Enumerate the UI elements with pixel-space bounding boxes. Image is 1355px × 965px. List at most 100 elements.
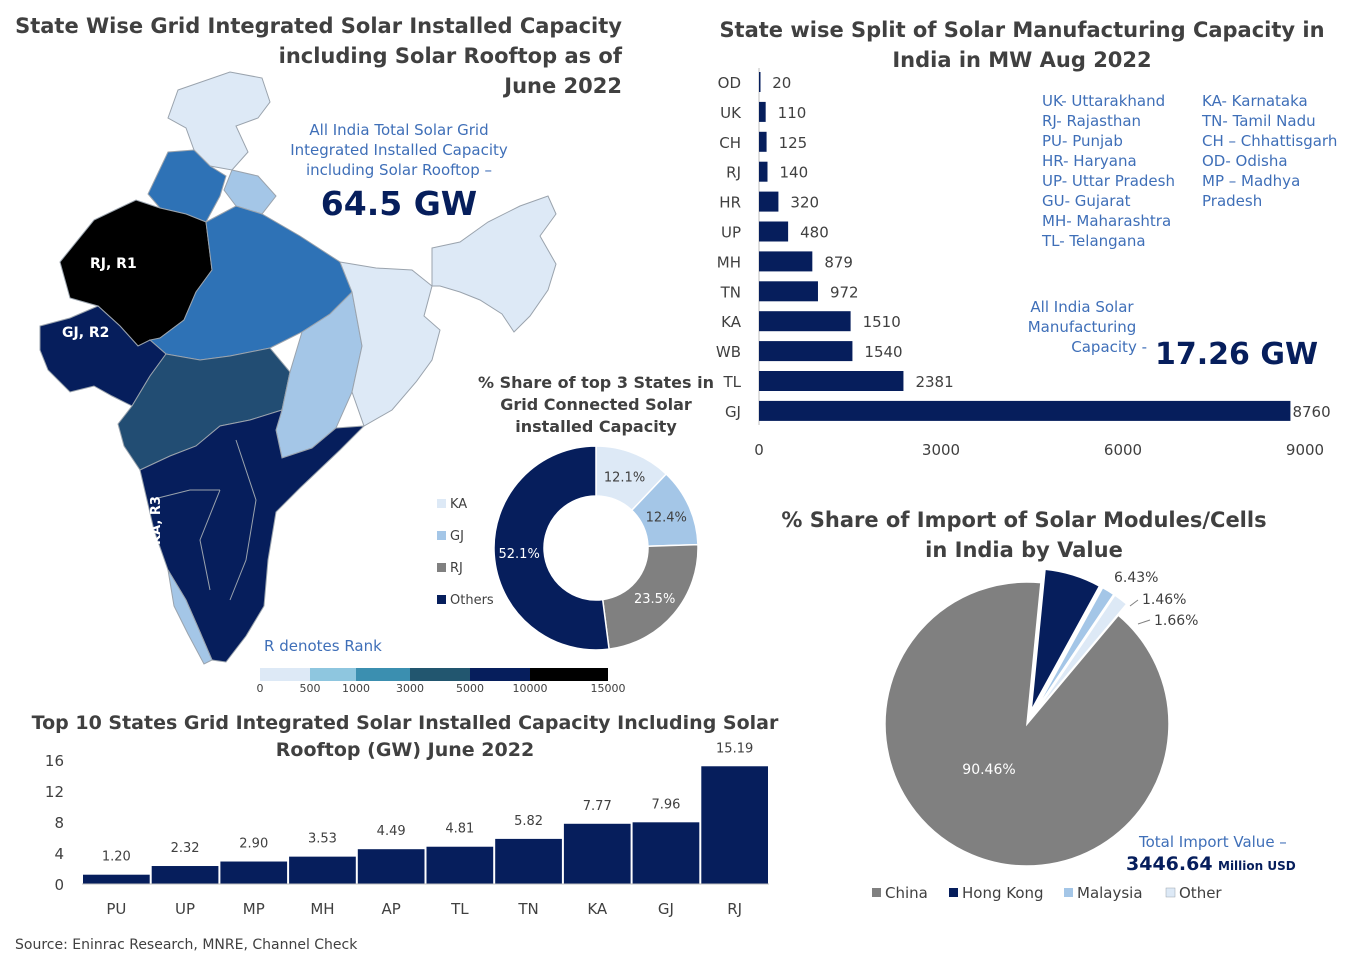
mfg-value-label: 1540 bbox=[864, 343, 902, 361]
import-slice-label: 90.46% bbox=[962, 762, 1015, 778]
top10-category-label: GJ bbox=[658, 900, 674, 918]
mfg-bar bbox=[759, 251, 813, 272]
import-pie-slice bbox=[1034, 594, 1128, 714]
mfg-note-line-2: Manufacturing bbox=[1028, 318, 1137, 336]
legend-swatch bbox=[872, 888, 881, 897]
mfg-value-label: 1510 bbox=[863, 313, 901, 331]
source-note: Source: Eninrac Research, MNRE, Channel … bbox=[15, 937, 358, 953]
abbrev-item: UK- Uttarakhand bbox=[1042, 92, 1165, 110]
import-pie-legend: China Hong Kong Malaysia Other bbox=[872, 884, 1222, 902]
scale-tick-label: 500 bbox=[300, 682, 321, 695]
rank-note: R denotes Rank bbox=[264, 637, 382, 655]
abbrev-item: MP – Madhya bbox=[1202, 172, 1300, 190]
donut-title-line-2: Grid Connected Solar bbox=[500, 395, 692, 414]
import-slice-label: 1.46% bbox=[1142, 592, 1186, 608]
import-total-unit: Million USD bbox=[1218, 859, 1296, 873]
mfg-category-label: RJ bbox=[726, 164, 741, 182]
mfg-x-tick: 3000 bbox=[922, 441, 960, 459]
import-leader-line bbox=[1137, 619, 1151, 625]
scale-band bbox=[530, 668, 608, 681]
legend-label: China bbox=[885, 884, 928, 902]
donut-chart: 12.1% 12.4% 23.5% 52.1% bbox=[493, 445, 699, 651]
top10-bar bbox=[357, 849, 425, 884]
import-total: Total Import Value – 3446.64 Million USD bbox=[1126, 833, 1296, 875]
legend-label: RJ bbox=[450, 561, 463, 576]
import-title: % Share of Import of Solar Modules/Cells… bbox=[781, 508, 1266, 562]
legend-swatch bbox=[437, 563, 446, 572]
mfg-category-label: GJ bbox=[725, 403, 741, 421]
abbrev-item: KA- Karnataka bbox=[1202, 92, 1308, 110]
top10-value-label: 4.81 bbox=[445, 822, 474, 837]
mfg-bar bbox=[759, 311, 851, 332]
top10-value-label: 15.19 bbox=[716, 741, 753, 756]
top10-value-label: 1.20 bbox=[102, 850, 131, 865]
map-title-line-1: State Wise Grid Integrated Solar Install… bbox=[15, 14, 622, 38]
scale-tick-label: 3000 bbox=[396, 682, 424, 695]
abbrev-item: TN- Tamil Nadu bbox=[1201, 112, 1316, 130]
donut-slice-label: 12.4% bbox=[646, 510, 687, 525]
mfg-value-label: 20 bbox=[772, 74, 791, 92]
mfg-category-label: KA bbox=[721, 313, 742, 331]
map-note-line-1: All India Total Solar Grid bbox=[309, 121, 488, 139]
scale-band bbox=[310, 668, 356, 681]
top10-category-label: MH bbox=[310, 900, 334, 918]
top10-title-line-2: Rooftop (GW) June 2022 bbox=[276, 739, 534, 761]
mfg-bar bbox=[759, 341, 853, 362]
mfg-bar bbox=[759, 221, 789, 242]
mfg-note-line-1: All India Solar bbox=[1030, 298, 1134, 316]
abbrev-item: RJ- Rajasthan bbox=[1042, 112, 1141, 130]
top10-bar bbox=[632, 822, 700, 884]
scale-tick-label: 10000 bbox=[513, 682, 548, 695]
top10-category-label: UP bbox=[175, 900, 195, 918]
abbrev-item: Pradesh bbox=[1202, 192, 1262, 210]
top10-category-label: KA bbox=[587, 900, 608, 918]
rank-label-gj: GJ, R2 bbox=[62, 325, 109, 341]
mfg-value-label: 972 bbox=[830, 283, 859, 301]
top10-title-line-1: Top 10 States Grid Integrated Solar Inst… bbox=[32, 712, 779, 734]
legend-label: KA bbox=[450, 497, 467, 512]
mfg-category-label: WB bbox=[716, 343, 741, 361]
legend-swatch bbox=[437, 595, 446, 604]
top10-bar bbox=[563, 823, 631, 884]
donut-slice-label: 12.1% bbox=[604, 470, 645, 485]
map-total-value: 64.5 GW bbox=[321, 184, 477, 223]
top10-category-label: PU bbox=[106, 900, 126, 918]
top10-value-label: 2.90 bbox=[239, 837, 268, 852]
rank-label-ka: KA, R3 bbox=[149, 496, 164, 545]
top10-value-label: 5.82 bbox=[514, 814, 543, 829]
legend-label: Others bbox=[450, 593, 494, 608]
abbrev-item: OD- Odisha bbox=[1202, 152, 1288, 170]
mfg-bar bbox=[759, 161, 768, 182]
import-pie-chart: 90.46% 6.43% 1.46% 1.66% bbox=[884, 568, 1198, 867]
top10-category-label: RJ bbox=[727, 900, 742, 918]
legend-label: GJ bbox=[450, 529, 464, 544]
mfg-bar bbox=[759, 101, 766, 122]
mfg-note-line-3: Capacity - bbox=[1071, 338, 1147, 356]
legend-swatch bbox=[949, 888, 958, 897]
top10-y-tick: 0 bbox=[54, 876, 64, 894]
map-note-line-3: including Solar Rooftop – bbox=[306, 161, 492, 179]
mfg-x-tick: 6000 bbox=[1104, 441, 1142, 459]
import-pie-slice bbox=[1030, 568, 1101, 711]
mfg-value-label: 125 bbox=[779, 134, 808, 152]
legend-label: Hong Kong bbox=[962, 884, 1044, 902]
mfg-bar bbox=[759, 131, 767, 152]
top10-value-label: 7.77 bbox=[583, 799, 612, 814]
top10-bar bbox=[151, 866, 219, 884]
scale-band bbox=[470, 668, 530, 681]
map-title-line-2: including Solar Rooftop as of bbox=[279, 44, 623, 68]
mfg-category-label: UP bbox=[721, 224, 741, 242]
map-note-line-2: Integrated Installed Capacity bbox=[290, 141, 508, 159]
top10-bar bbox=[426, 846, 494, 884]
import-total-value: 3446.64 bbox=[1126, 853, 1213, 875]
mfg-category-label: CH bbox=[719, 134, 741, 152]
mfg-value-label: 110 bbox=[778, 104, 807, 122]
map-region-kerala bbox=[167, 569, 213, 665]
mfg-bar bbox=[759, 281, 818, 302]
map-region-north bbox=[167, 71, 271, 171]
map-colour-scale: 0 500 1000 3000 5000 10000 15000 bbox=[257, 668, 626, 695]
scale-tick-label: 0 bbox=[257, 682, 264, 695]
top10-y-tick: 16 bbox=[45, 752, 64, 770]
legend-swatch bbox=[437, 499, 446, 508]
donut-slice bbox=[493, 445, 610, 651]
